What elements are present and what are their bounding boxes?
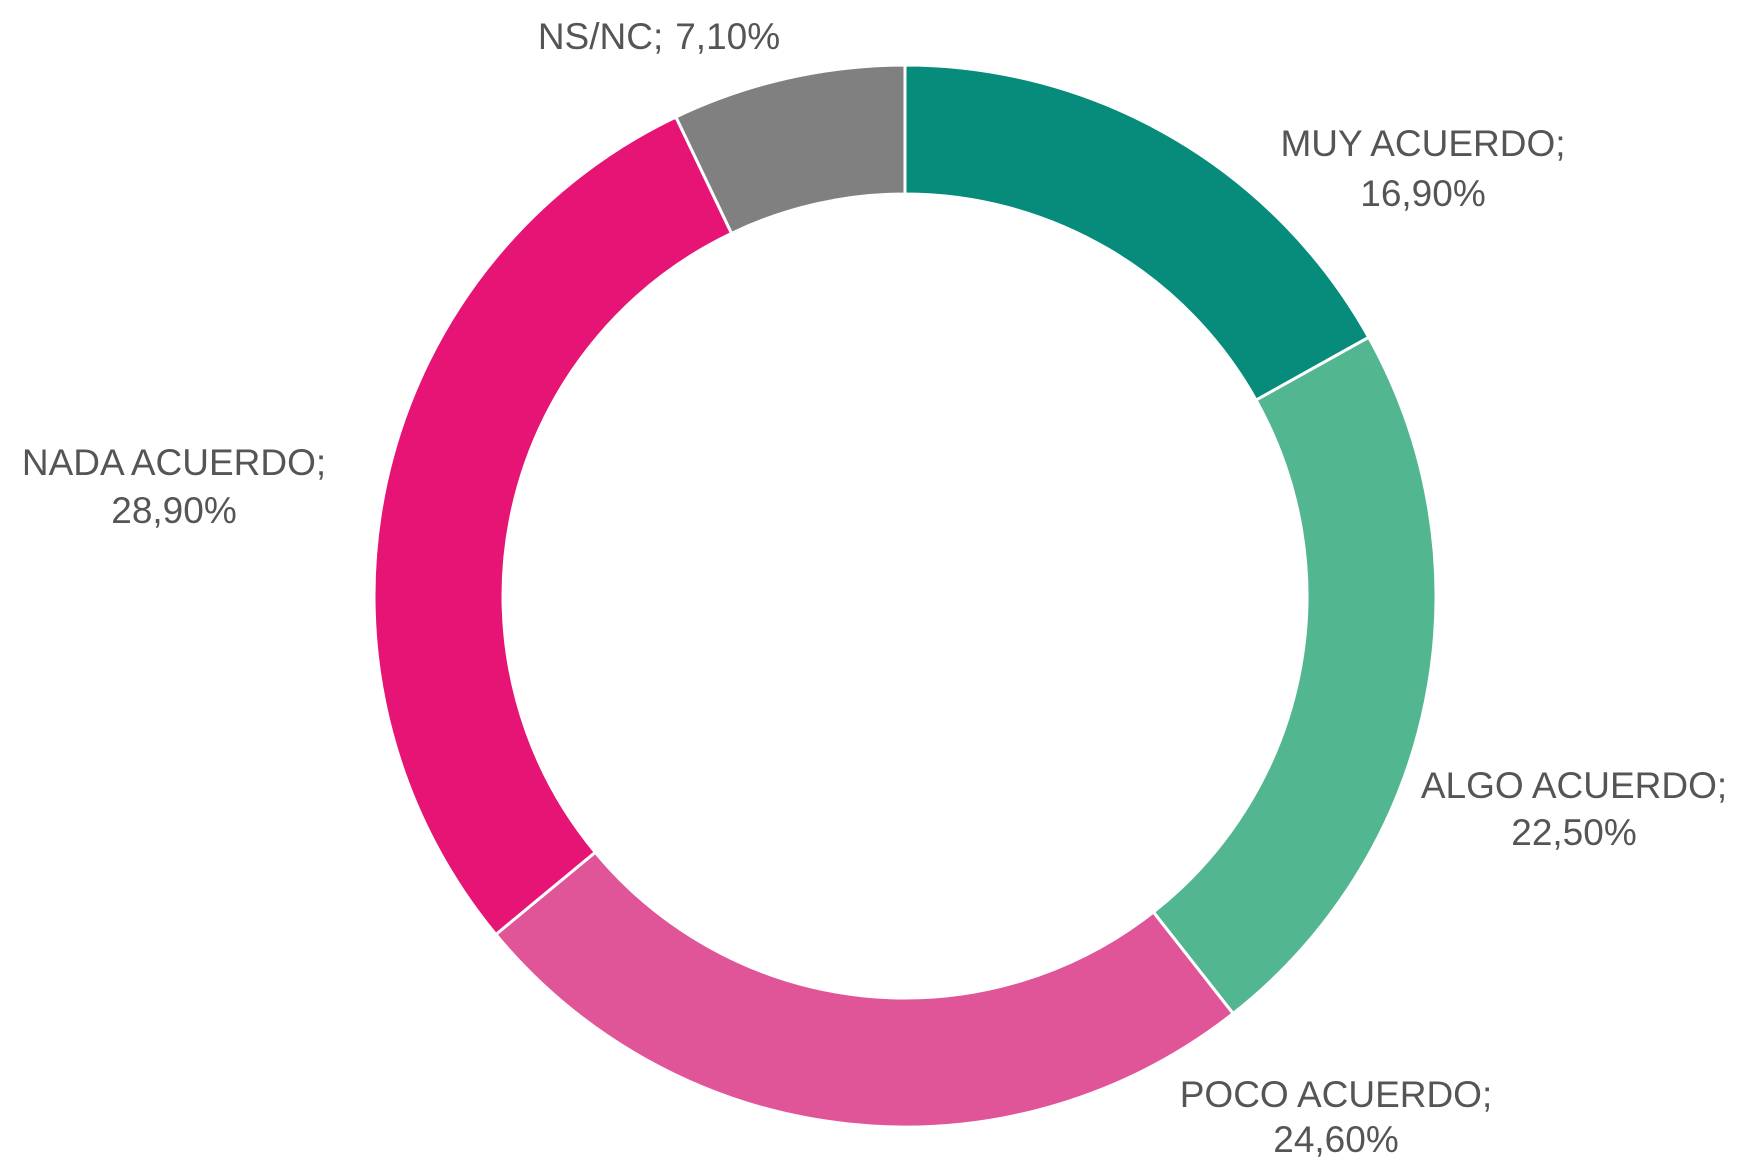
- donut-slice: [493, 850, 1236, 1129]
- value-label: 22,50%: [1511, 812, 1637, 853]
- donut-slice: [673, 63, 907, 236]
- category-label: POCO ACUERDO;: [1180, 1074, 1493, 1115]
- category-label: NS/NC;: [538, 16, 663, 57]
- donut-slice: [372, 114, 734, 937]
- value-label: 24,60%: [1273, 1119, 1399, 1160]
- value-label: 28,90%: [111, 490, 237, 531]
- category-label: NADA ACUERDO;: [22, 442, 326, 483]
- category-label: MUY ACUERDO;: [1280, 123, 1565, 164]
- category-label: ALGO ACUERDO;: [1421, 765, 1727, 806]
- donut-slice: [1151, 335, 1438, 1016]
- slice-label: NS/NC; 7,10%: [538, 16, 780, 57]
- value-label: 16,90%: [1360, 173, 1486, 214]
- donut-slice: [903, 63, 1371, 403]
- value-label: 7,10%: [675, 16, 780, 57]
